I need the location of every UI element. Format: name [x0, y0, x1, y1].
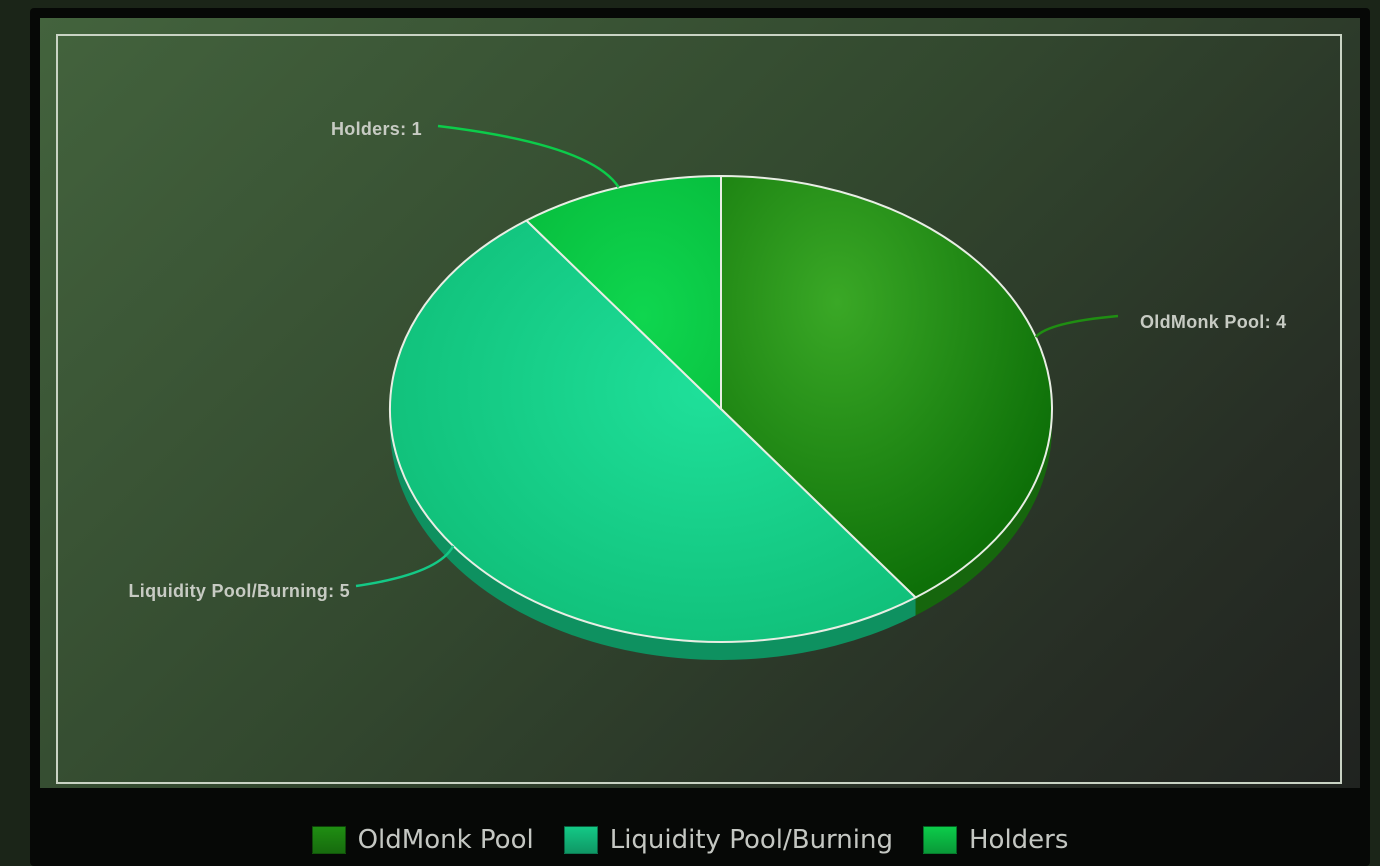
legend: OldMonk Pool Liquidity Pool/Burning Hold…: [0, 818, 1380, 862]
pie-slice-side: [915, 409, 1052, 616]
pie-leader-lines: [355, 124, 1119, 588]
plot-border: [56, 34, 1342, 784]
leader-line: [437, 124, 620, 189]
pie-slice-side: [390, 409, 916, 661]
legend-label: Liquidity Pool/Burning: [609, 825, 893, 855]
legend-swatch: [311, 826, 346, 854]
legend-item-holders[interactable]: Holders: [922, 825, 1069, 855]
leader-line: [355, 545, 455, 588]
pie-depth-layer: [390, 409, 1052, 661]
legend-swatch: [563, 826, 598, 854]
pie-slice-oldmonk-pool[interactable]: [720, 175, 1053, 599]
data-label: Holders: 1: [331, 119, 422, 139]
legend-item-liquidity-pool-burning[interactable]: Liquidity Pool/Burning: [563, 825, 893, 855]
pie-top-layer: [389, 175, 1053, 643]
data-label: OldMonk Pool: 4: [1140, 312, 1287, 332]
legend-item-oldmonk-pool[interactable]: OldMonk Pool: [311, 825, 534, 855]
leader-line: [1034, 314, 1119, 338]
legend-label: Holders: [968, 825, 1069, 855]
legend-label: OldMonk Pool: [357, 825, 534, 855]
data-label: Liquidity Pool/Burning: 5: [129, 581, 350, 601]
pie-data-labels: OldMonk Pool: 4 Liquidity Pool/Burning: 5…: [129, 119, 1287, 601]
legend-swatch: [922, 826, 957, 854]
pie-slice-liquidity-pool-burning[interactable]: [389, 219, 917, 643]
